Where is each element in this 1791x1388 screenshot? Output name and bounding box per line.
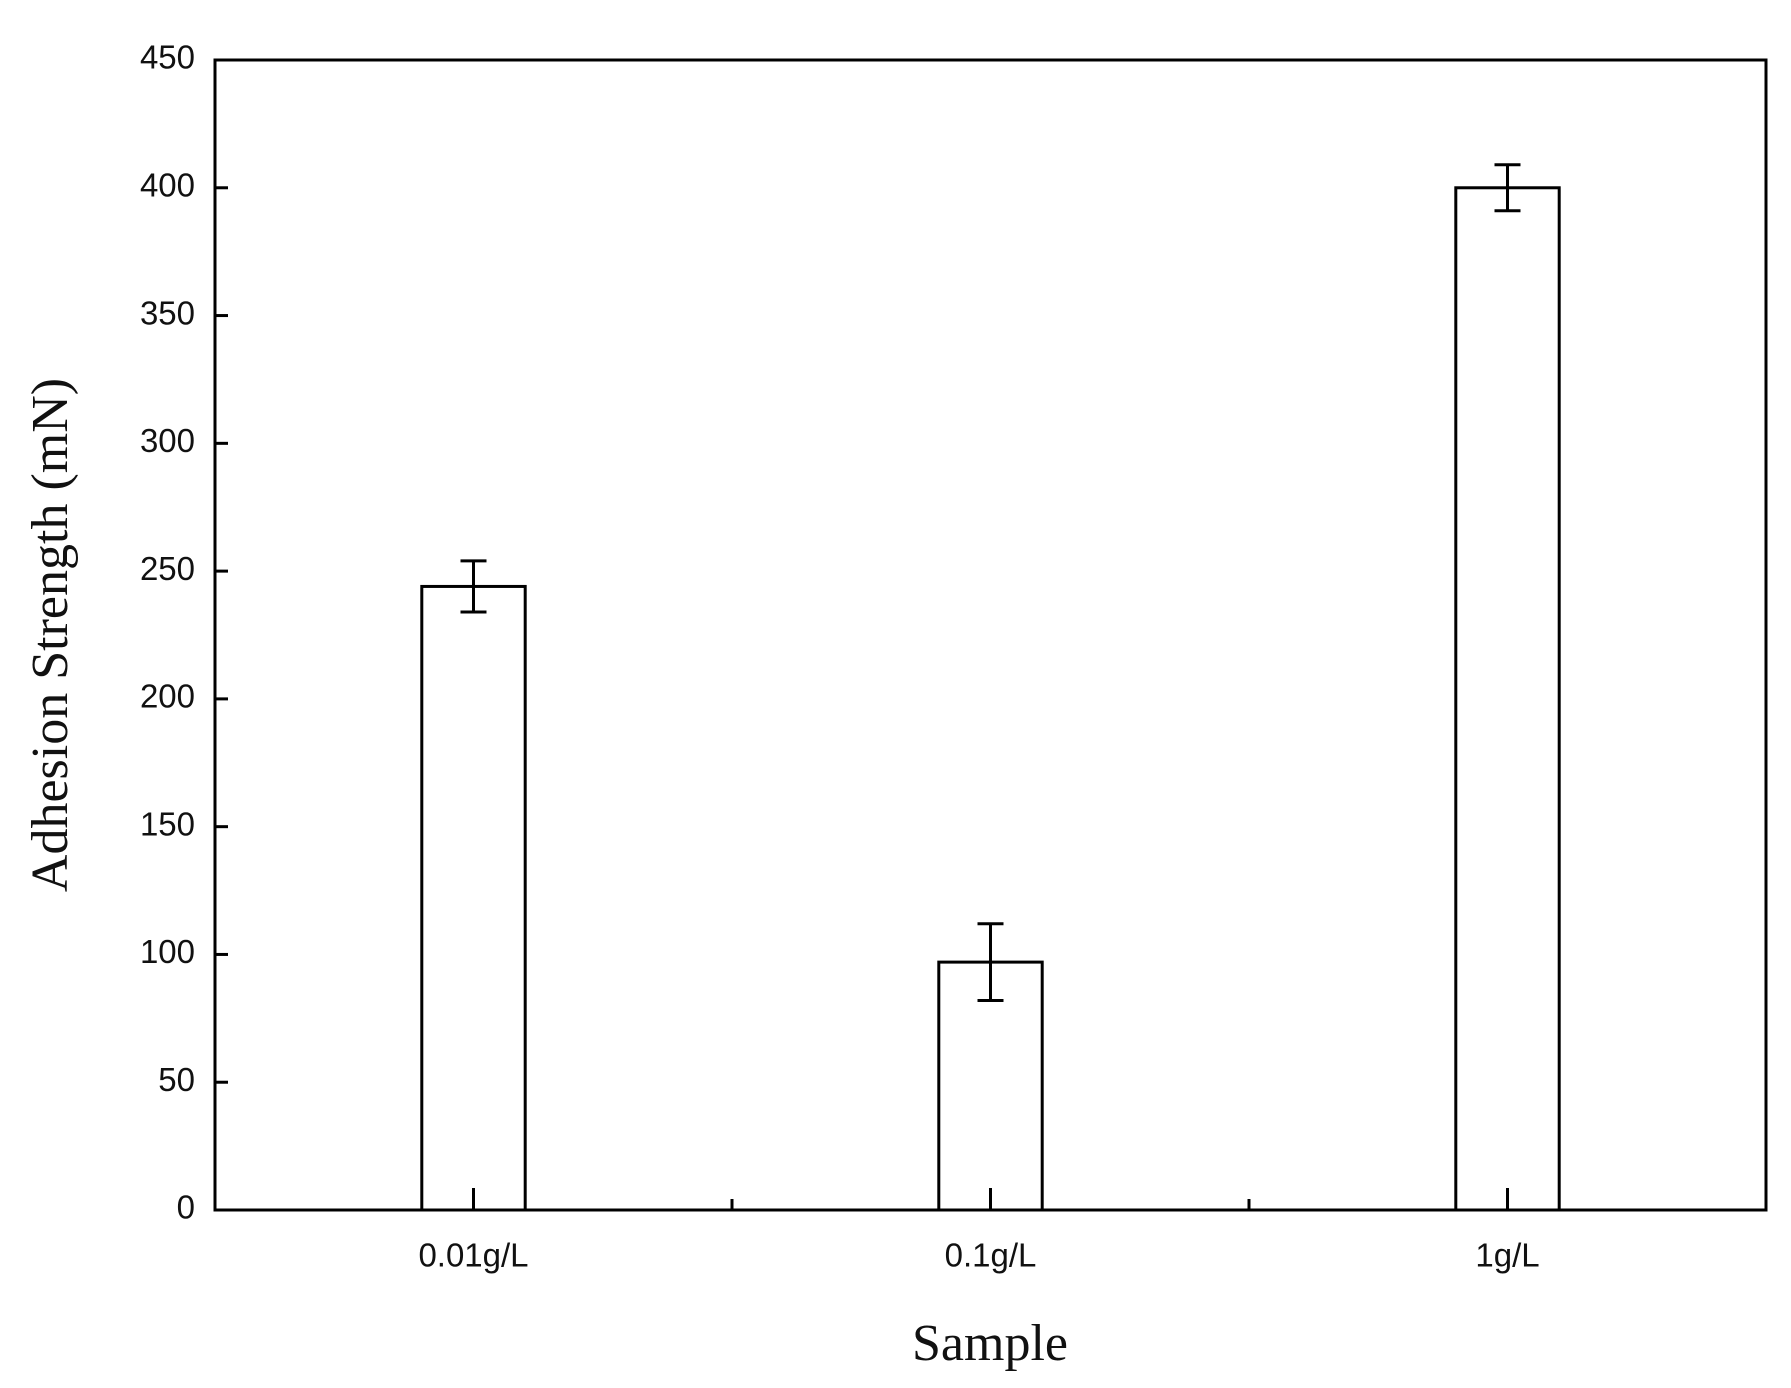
y-tick-label: 50 [158,1061,195,1098]
x-tick-label: 0.01g/L [418,1237,528,1274]
y-tick-label: 400 [140,166,195,203]
x-axis-title: Sample [912,1315,1068,1372]
y-tick-label: 0 [177,1189,195,1226]
error-bar [1494,163,1521,213]
y-axis-title: Adhesion Strength (mN) [22,378,79,892]
x-tick-label: 1g/L [1475,1237,1539,1274]
y-tick-label: 100 [140,933,195,970]
y-tick-label: 250 [140,550,195,587]
error-bar [977,922,1004,1002]
bar [1454,186,1561,1212]
bar [420,584,527,1212]
x-tick-label: 0.1g/L [945,1237,1037,1274]
y-tick-label: 300 [140,422,195,459]
y-tick-label: 350 [140,294,195,331]
y-tick-label: 450 [140,39,195,76]
plot-frame [213,58,1768,1212]
error-bar [460,559,487,614]
y-tick-label: 200 [140,678,195,715]
y-tick-label: 150 [140,805,195,842]
